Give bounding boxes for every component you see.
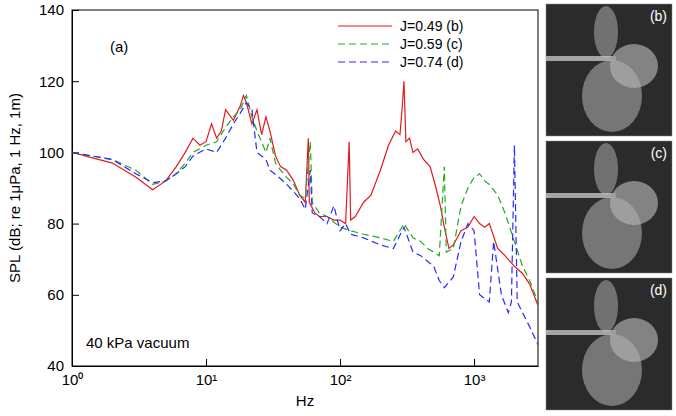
- x-tick: 10²: [330, 359, 352, 388]
- y-tick-label: 80: [47, 215, 64, 232]
- y-tick-label: 100: [39, 144, 64, 161]
- x-axis-title: Hz: [296, 392, 314, 409]
- x-tick-label: 10⁰: [62, 371, 84, 388]
- x-tick-label: 10²: [330, 371, 352, 388]
- y-tick: 120: [39, 73, 79, 90]
- photo-blade: [594, 143, 618, 195]
- x-tick-mark: [340, 359, 341, 366]
- y-tick-mark: [72, 295, 79, 296]
- photo-background: [546, 141, 672, 273]
- panel-label: (a): [110, 38, 128, 55]
- photo-panel: (b): [546, 4, 672, 136]
- series-line: [72, 103, 538, 345]
- photo-panel: (c): [546, 141, 672, 273]
- y-tick-mark: [72, 224, 79, 225]
- y-tick-label: 40: [47, 357, 64, 374]
- plot-frame: [72, 10, 538, 366]
- y-axis: 40 60 80 100 120 140: [39, 1, 79, 374]
- photo-blade: [594, 280, 618, 332]
- legend-label: J=0.59 (c): [400, 36, 463, 52]
- y-tick-label: 120: [39, 73, 64, 90]
- photo-label: (d): [650, 282, 667, 298]
- series-line: [72, 95, 538, 301]
- legend-swatch: [338, 25, 392, 26]
- photo-blade: [582, 197, 642, 269]
- y-tick: 40: [47, 357, 79, 374]
- legend-swatch: [338, 43, 392, 44]
- x-tick-label: 10¹: [196, 371, 218, 388]
- legend-label: J=0.49 (b): [400, 18, 463, 34]
- y-tick: 140: [39, 1, 79, 18]
- legend-label: J=0.74 (d): [400, 54, 463, 70]
- y-axis-line: [72, 11, 73, 367]
- legend: J=0.49 (b) J=0.59 (c) J=0.74 (d): [338, 18, 463, 70]
- legend-swatch: [338, 61, 392, 62]
- x-axis-line: [73, 366, 539, 367]
- annotation: 40 kPa vacuum: [86, 334, 189, 351]
- y-tick-mark: [72, 81, 79, 82]
- photo-panel: (d): [546, 278, 672, 410]
- chart: 10⁰ 10¹ 10² 10³ 40 60 80 100 120 140 Hz SPL (dB; re…: [0, 0, 676, 416]
- photo-label: (c): [651, 145, 667, 161]
- y-tick-label: 140: [39, 1, 64, 18]
- y-axis-title: SPL (dB; re 1μPa, 1 Hz, 1m): [6, 93, 23, 283]
- y-tick-label: 60: [47, 286, 64, 303]
- photo-blade: [582, 334, 642, 406]
- x-tick: 10³: [464, 359, 486, 388]
- y-tick: 80: [47, 215, 79, 232]
- y-tick: 60: [47, 286, 79, 303]
- plot-area: [72, 81, 538, 344]
- x-tick-label: 10³: [464, 371, 486, 388]
- series-line: [72, 81, 538, 305]
- y-tick-mark: [72, 10, 79, 11]
- photo-blade: [594, 6, 618, 58]
- x-tick-mark: [474, 359, 475, 366]
- photo-background: [546, 4, 672, 136]
- photo-background: [546, 278, 672, 410]
- x-tick: 10¹: [196, 359, 218, 388]
- photo-label: (b): [650, 8, 667, 24]
- x-tick-mark: [206, 359, 207, 366]
- photo-blade: [582, 60, 642, 132]
- y-tick-mark: [72, 366, 79, 367]
- x-axis: 10⁰ 10¹ 10² 10³: [62, 359, 539, 388]
